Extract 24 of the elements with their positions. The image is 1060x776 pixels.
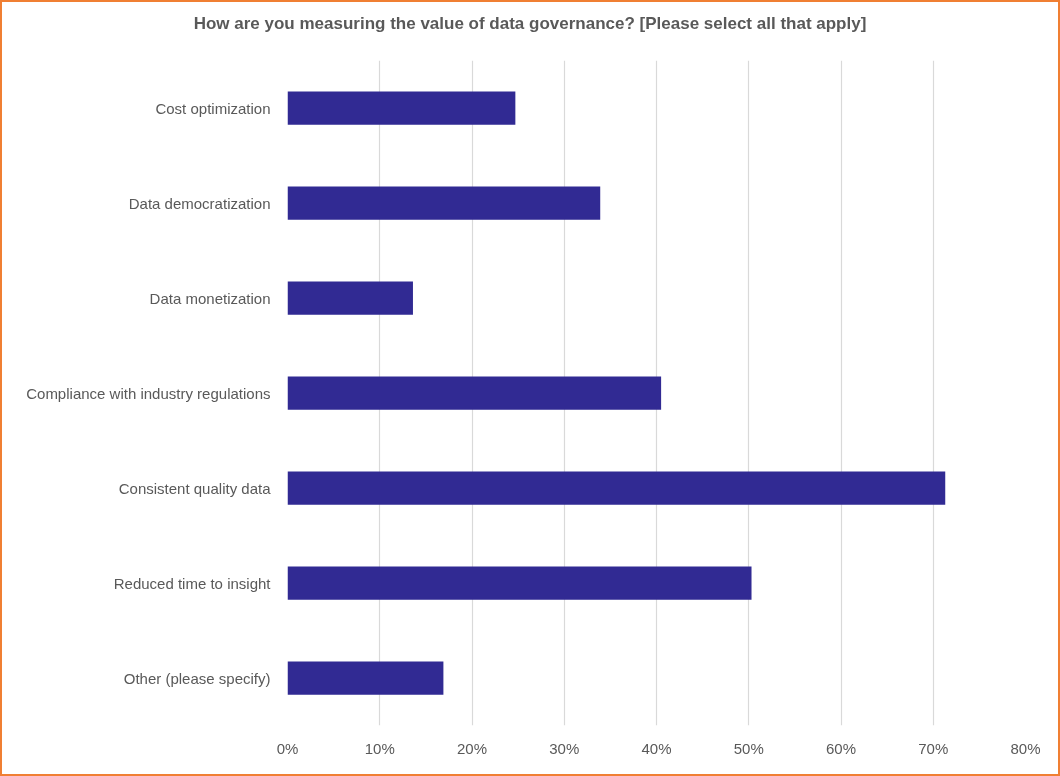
y-tick-label: Data monetization: [149, 289, 271, 307]
bar: [287, 661, 444, 695]
y-tick-label: Consistent quality data: [118, 479, 272, 497]
x-tick-label: 60%: [825, 739, 857, 757]
bar: [287, 471, 946, 505]
x-tick-label: 30%: [549, 739, 580, 757]
bar: [287, 376, 662, 410]
chart-title: How are you measuring the value of data governance? [Please select all that apply]: [193, 13, 867, 35]
y-tick-label: Cost optimization: [155, 99, 271, 117]
x-tick-label: 10%: [364, 739, 395, 757]
x-tick-label: 0%: [276, 739, 299, 757]
x-tick-label: 50%: [733, 739, 764, 757]
bar: [287, 91, 516, 125]
bar: [287, 566, 752, 600]
x-tick-label: 40%: [641, 739, 672, 757]
bar: [287, 281, 413, 315]
y-tick-label: Reduced time to insight: [113, 574, 272, 592]
x-tick-label: 70%: [918, 739, 949, 757]
y-tick-label: Other (please specify): [123, 669, 271, 687]
y-tick-label: Data democratization: [128, 194, 271, 212]
y-tick-label: Compliance with industry regulations: [26, 384, 271, 402]
x-tick-label: 80%: [1010, 739, 1041, 757]
bar: [287, 186, 601, 220]
x-tick-label: 20%: [456, 739, 488, 757]
